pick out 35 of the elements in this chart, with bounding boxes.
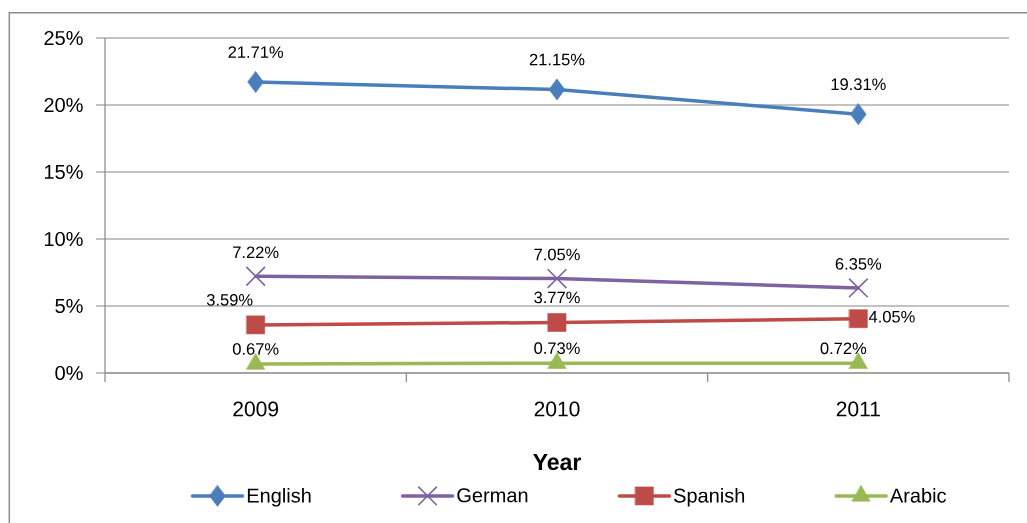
point	[547, 268, 567, 289]
data-label: 3.59%	[206, 294, 253, 306]
y-tick-label: 25%	[44, 30, 83, 46]
data-label: 0.67%	[232, 343, 279, 355]
data-label: 0.72%	[820, 342, 867, 355]
y-tick-label: 15%	[44, 164, 83, 180]
data-label: 3.77%	[534, 291, 580, 304]
y-tick-label: 5%	[55, 298, 83, 314]
data-label: 6.35%	[835, 258, 882, 270]
x-tick-label: 2009	[233, 401, 279, 417]
x-axis-title: Year	[533, 454, 581, 471]
legend-label: Spanish	[674, 487, 745, 507]
y-tick-label: 0%	[55, 365, 83, 381]
legend-label: German	[457, 488, 528, 503]
legend-label: English	[247, 487, 311, 507]
point	[849, 309, 868, 329]
x-tick-label: 2011	[836, 401, 880, 417]
data-label: 21.15%	[529, 53, 585, 66]
legend-label: Arabic	[889, 487, 947, 503]
data-label: 4.05%	[868, 310, 915, 323]
point	[848, 278, 868, 298]
point	[850, 103, 867, 126]
point	[548, 78, 566, 101]
data-label: 0.73%	[534, 342, 580, 355]
data-label: 19.31%	[831, 78, 886, 91]
point	[247, 71, 264, 93]
data-label: 21.71%	[228, 46, 284, 58]
x-tick-label: 2010	[534, 401, 580, 417]
data-label: 7.05%	[534, 248, 580, 261]
y-tick-label: 10%	[44, 231, 83, 247]
point	[246, 266, 266, 286]
data-label: 7.22%	[233, 246, 279, 259]
point	[246, 315, 265, 335]
y-tick-label: 20%	[44, 97, 83, 113]
point	[547, 313, 567, 332]
